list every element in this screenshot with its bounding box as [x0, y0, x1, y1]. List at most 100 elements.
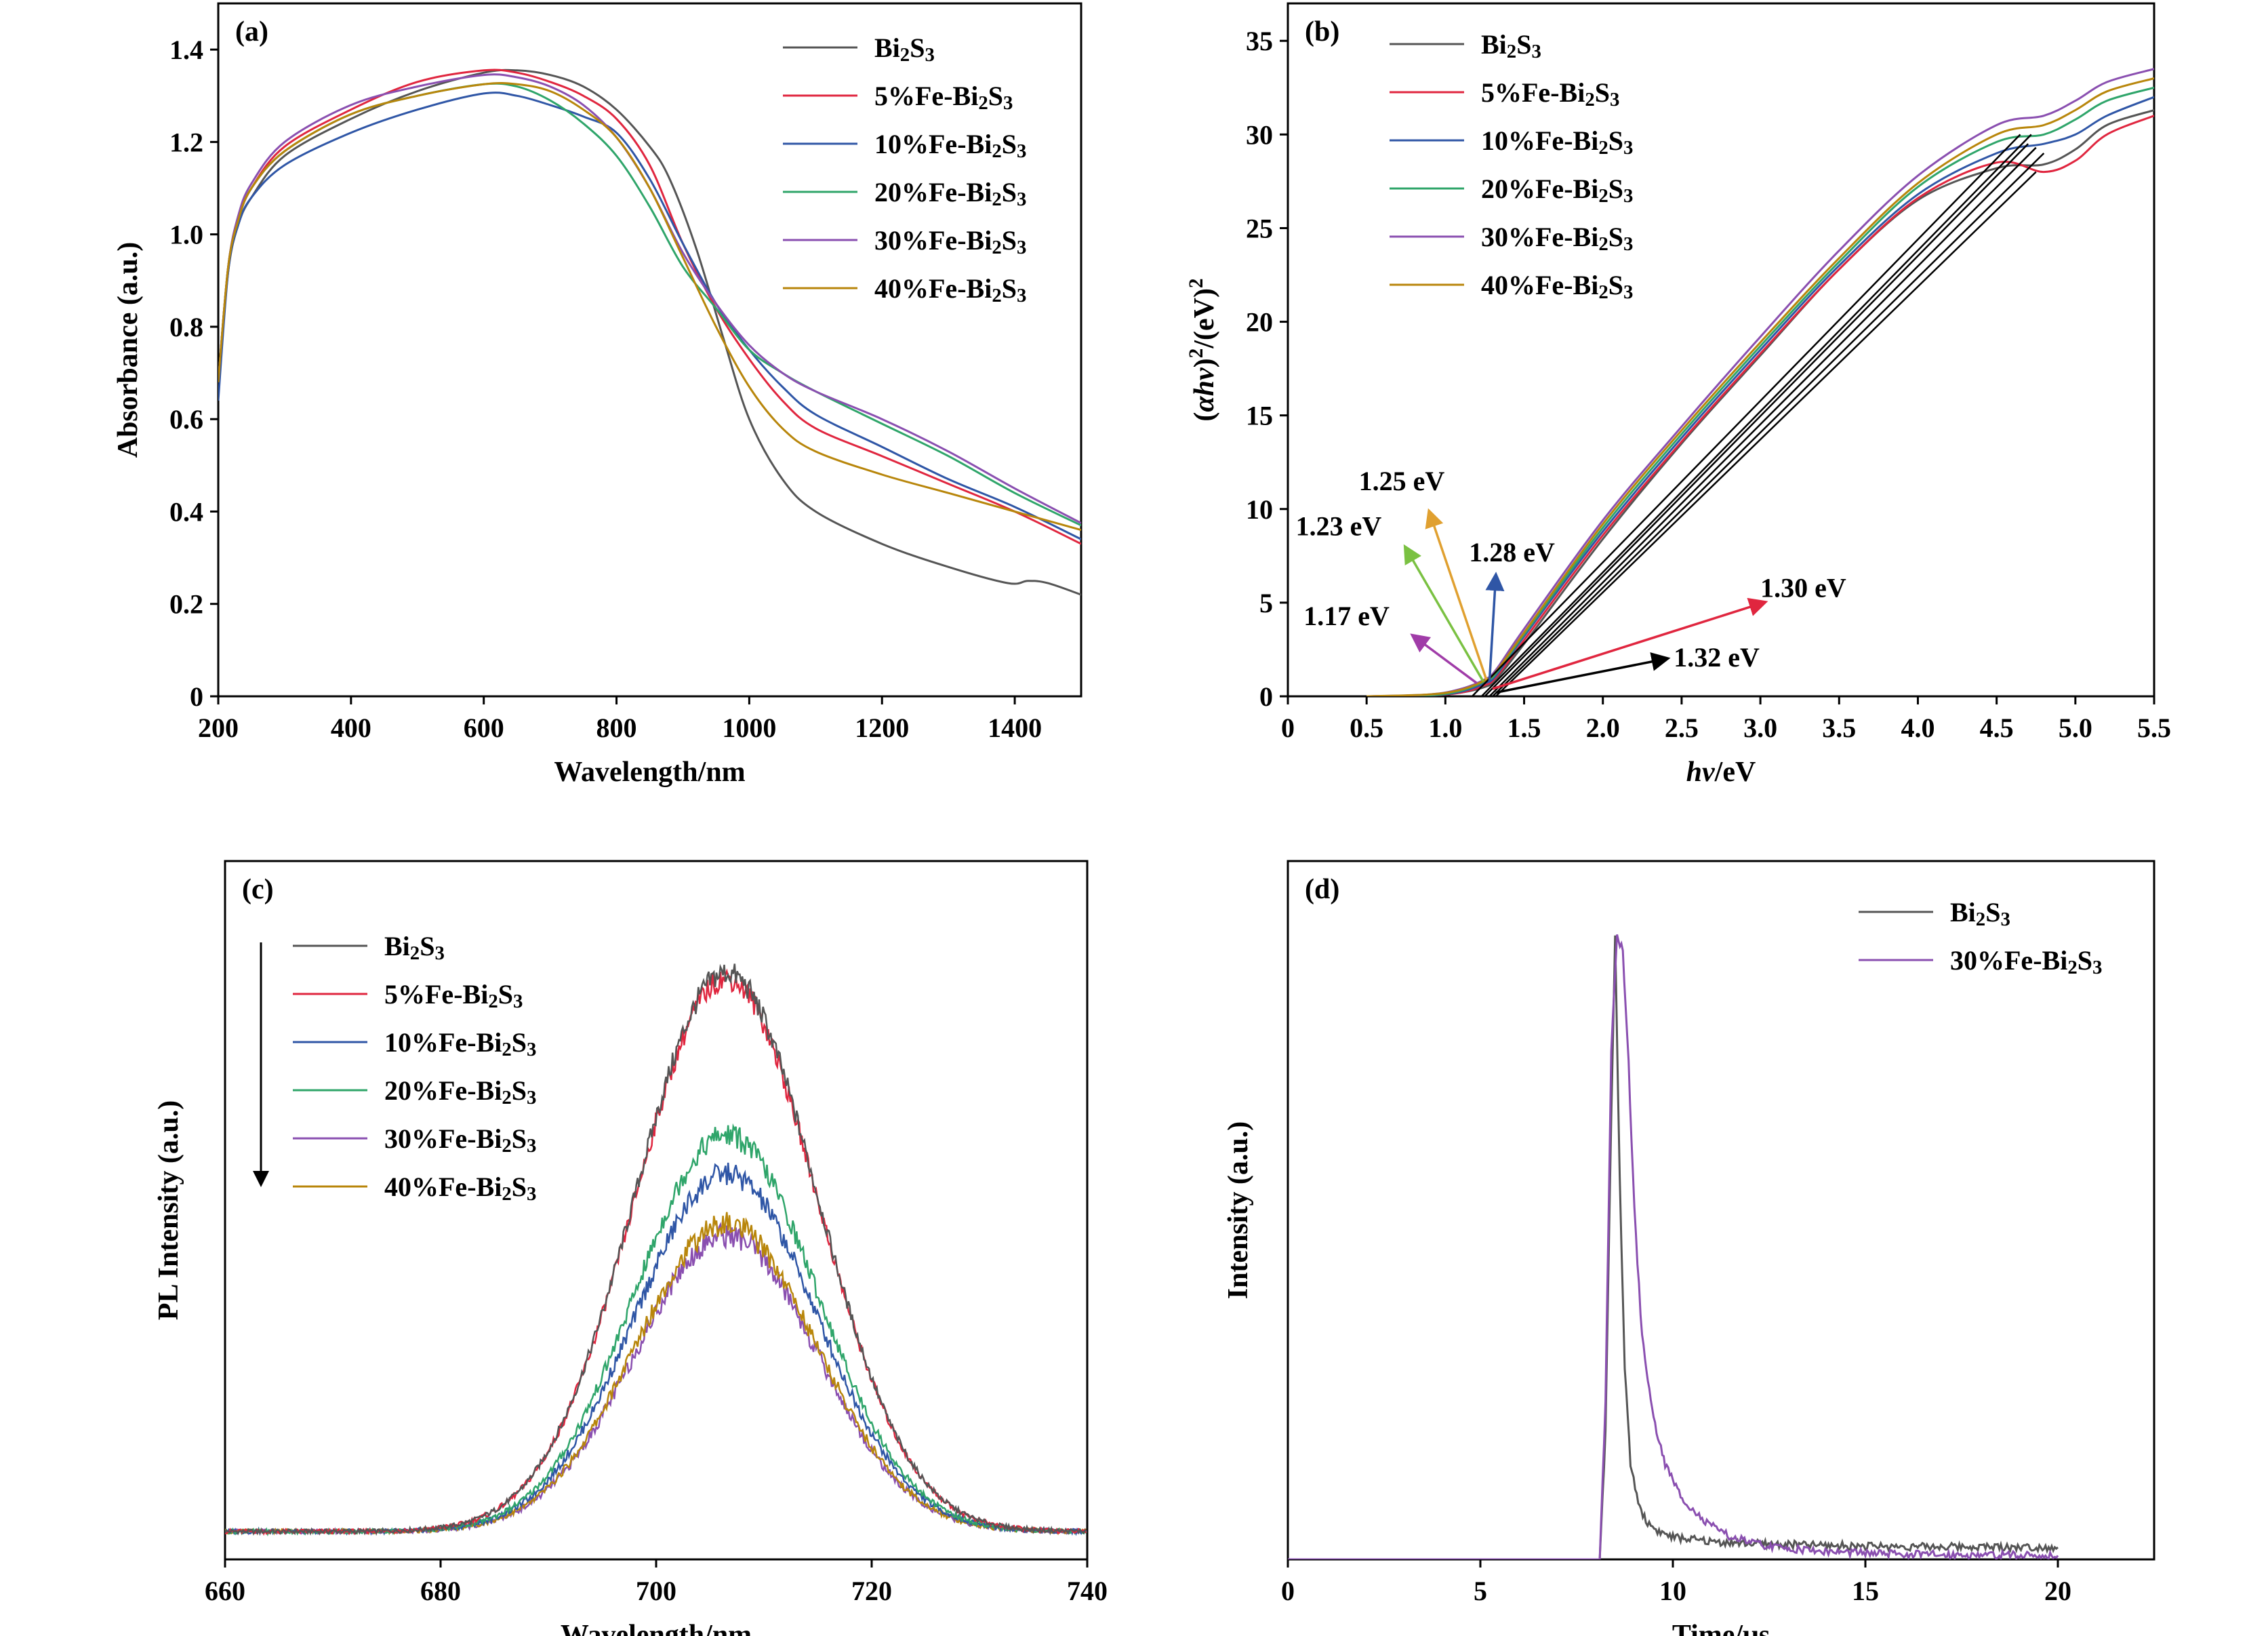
y-tick-label: 0 [190, 681, 203, 712]
x-tick-label: 660 [205, 1576, 245, 1606]
y-tick-label: 15 [1246, 401, 1273, 431]
annotation-arrow [1425, 508, 1488, 680]
series-line [218, 68, 1081, 596]
annotation-arrow [1492, 597, 1768, 690]
panel-label: (a) [235, 16, 268, 47]
annotation-label: 1.25 eV [1359, 466, 1445, 496]
plot-frame [1287, 860, 2155, 1561]
y-tick-label: 1.4 [169, 35, 203, 65]
panel-label: (c) [242, 874, 274, 905]
panel-c: 660 680 700 720 740 (c) Wavelength/nm PL Intens… [153, 860, 1108, 1636]
panel-b: 0 0.5 1.0 1.5 2.0 2.5 3.0 3.5 4.0 4.5 5.0 5.5 0 5 10 15… [1186, 2, 2171, 788]
y-axis-label: PL Intensity (a.u.) [153, 1100, 184, 1320]
x-tick-label: 2.5 [1665, 713, 1699, 743]
annotation-label: 1.23 eV [1296, 511, 1382, 541]
legend-label: 5%Fe-Bi2S3 [1481, 77, 1619, 111]
x-tick-label: 1000 [722, 713, 776, 743]
y-axis-label: Intensity (a.u.) [1223, 1121, 1254, 1300]
x-tick-label: 3.0 [1743, 713, 1777, 743]
panel-label: (d) [1305, 874, 1339, 905]
x-tick-label: 4.0 [1901, 713, 1935, 743]
series-line [218, 92, 1081, 540]
y-tick-label: 25 [1246, 213, 1273, 243]
legend-label: Bi2S3 [384, 931, 445, 964]
x-tick-label: 5 [1474, 1576, 1487, 1606]
legend-label: 5%Fe-Bi2S3 [874, 81, 1013, 114]
x-tick-label: 740 [1067, 1576, 1108, 1606]
y-tick-label: 20 [1246, 307, 1273, 338]
legend-label: 20%Fe-Bi2S3 [384, 1075, 536, 1109]
x-axis-label: hν/eV [1686, 757, 1756, 788]
annotation-label: 1.32 eV [1674, 642, 1760, 673]
legend-label: 30%Fe-Bi2S3 [384, 1123, 536, 1157]
legend-label: 10%Fe-Bi2S3 [874, 129, 1026, 162]
x-tick-label: 720 [851, 1576, 892, 1606]
fit-line [1489, 146, 2037, 696]
series-line [225, 1212, 1087, 1536]
legend-label: Bi2S3 [1481, 29, 1541, 62]
x-tick-label: 2.0 [1586, 713, 1620, 743]
annotation-arrow [1485, 572, 1505, 682]
y-tick-label: 0.2 [169, 589, 203, 620]
series-line [225, 1162, 1087, 1536]
annotation-label: 1.30 eV [1760, 573, 1846, 603]
y-tick-label: 10 [1246, 494, 1273, 525]
x-tick-label: 0 [1281, 1576, 1295, 1606]
x-axis-label: Wavelength/nm [561, 1620, 752, 1636]
legend-label: 40%Fe-Bi2S3 [1481, 270, 1633, 303]
legend-label: 20%Fe-Bi2S3 [874, 177, 1026, 210]
legend-label: 30%Fe-Bi2S3 [874, 225, 1026, 258]
fit-line [1480, 134, 2032, 696]
annotation-arrow [1495, 652, 1671, 694]
series-line [218, 82, 1081, 532]
x-tick-label: 680 [420, 1576, 461, 1606]
annotation-label: 1.17 eV [1303, 601, 1390, 631]
legend-label: 5%Fe-Bi2S3 [384, 979, 523, 1012]
plot-frame [224, 860, 1089, 1561]
y-axis-label: Absorbance (a.u.) [113, 242, 144, 458]
panel-a: 200 400 600 800 1000 1200 1400 0 0.2 0.4 0.6 0.8 1.0… [113, 2, 1082, 788]
legend-label: 40%Fe-Bi2S3 [384, 1172, 536, 1205]
series-line [1288, 935, 2059, 1559]
x-tick-label: 1.0 [1428, 713, 1462, 743]
x-tick-label: 20 [2044, 1576, 2071, 1606]
y-tick-label: 1.2 [169, 127, 203, 157]
x-tick-label: 3.5 [1822, 713, 1856, 743]
x-tick-label: 0.5 [1350, 713, 1383, 743]
legend-label: Bi2S3 [874, 33, 935, 66]
x-tick-label: 5.0 [2059, 713, 2092, 743]
legend-label: 30%Fe-Bi2S3 [1481, 222, 1633, 255]
plot-frame [217, 2, 1082, 698]
fit-line [1484, 143, 2029, 696]
series-line [225, 1123, 1087, 1537]
x-tick-label: 10 [1659, 1576, 1686, 1606]
series-line [225, 1222, 1087, 1536]
legend-label: Bi2S3 [1950, 897, 2010, 930]
fit-line [1495, 171, 2037, 696]
annotation-arrow [1410, 633, 1478, 685]
legend-label: 30%Fe-Bi2S3 [1950, 945, 2102, 978]
x-tick-label: 1.5 [1507, 713, 1541, 743]
y-tick-label: 35 [1246, 26, 1273, 56]
series-line [225, 963, 1087, 1536]
x-tick-label: 600 [464, 713, 504, 743]
series-line [1288, 934, 2059, 1559]
y-tick-label: 1.0 [169, 220, 203, 250]
legend-label: 10%Fe-Bi2S3 [384, 1027, 536, 1060]
x-axis-label: Wavelength/nm [554, 757, 745, 788]
y-tick-label: 30 [1246, 119, 1273, 150]
x-tick-label: 15 [1852, 1576, 1879, 1606]
legend-label: 10%Fe-Bi2S3 [1481, 125, 1633, 159]
y-tick-label: 5 [1259, 588, 1273, 618]
x-tick-label: 800 [596, 713, 637, 743]
annotation-label: 1.28 eV [1469, 537, 1555, 567]
annotation-arrow [1403, 544, 1484, 682]
x-tick-label: 400 [331, 713, 371, 743]
legend-label: 40%Fe-Bi2S3 [874, 273, 1026, 306]
series-line [1366, 77, 2154, 696]
y-tick-label: 0 [1259, 681, 1273, 712]
y-tick-label: 0.6 [169, 404, 203, 435]
series-line [1366, 115, 2154, 696]
x-tick-label: 5.5 [2137, 713, 2171, 743]
